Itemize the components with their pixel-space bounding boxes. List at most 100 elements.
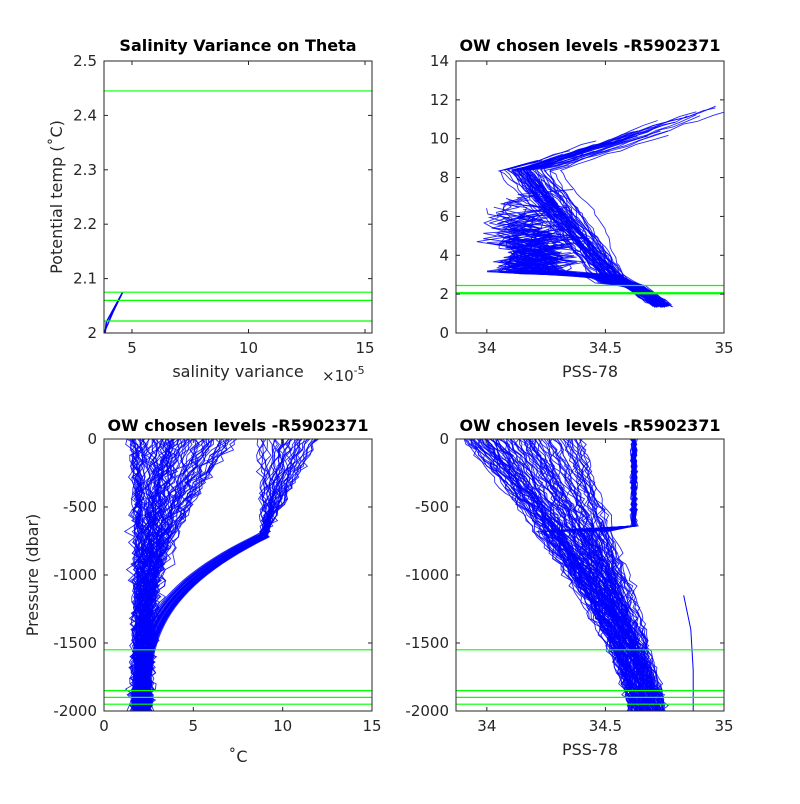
profile-line	[486, 438, 656, 712]
profile-line	[486, 208, 654, 307]
panel-1-variance-line	[103, 291, 124, 334]
panel-4-xtick-label: 35	[714, 717, 733, 735]
panel-4-xlabel: PSS-78	[562, 740, 618, 759]
panel-2-ytick-label: 4	[439, 246, 449, 264]
profile-line	[489, 438, 641, 712]
panel-2-xtick-label: 35	[714, 339, 733, 357]
panel-4-ytick-label: -1000	[405, 566, 449, 584]
profile-line	[145, 438, 278, 711]
panel-4-xtick-label: 34.5	[589, 717, 622, 735]
panel-3-series	[123, 438, 320, 712]
panel-3-title: OW chosen levels -R5902371	[107, 416, 368, 435]
panel-3-ytick-label: 0	[87, 430, 97, 448]
profile-line	[508, 251, 663, 308]
profile-line	[683, 595, 694, 711]
panel-1-ticks: 5 10 15 2 2.1 2.2 2.3 2.4 2.5	[73, 52, 374, 357]
panel-4-levels	[456, 649, 724, 705]
panel-3-xlabel: ˚C	[228, 747, 247, 766]
profile-line	[141, 438, 291, 711]
panel-2-levels	[456, 284, 724, 295]
profile-line	[485, 438, 638, 712]
panel-3-ticks: 0 5 10 15 -2000 -1500 -1000 -500 0	[53, 430, 381, 735]
panel-2-ytick-label: 8	[439, 169, 449, 187]
profile-line	[579, 438, 663, 712]
panel-3-levels	[104, 649, 372, 705]
profile-line	[537, 438, 662, 712]
profile-line	[139, 438, 310, 711]
panel-1-xtick-label: 10	[239, 339, 258, 357]
profile-line	[551, 438, 654, 712]
profile-line	[141, 438, 222, 712]
panel-4-ytick-label: -2000	[405, 702, 449, 720]
profile-line	[138, 438, 172, 712]
panel-pressure-salinity: OW chosen levels -R5902371 34 34.5 35 -2000…	[405, 416, 733, 759]
panel-4-ytick-label: 0	[439, 430, 449, 448]
panel-1-series	[103, 291, 124, 334]
panel-3-xtick-label: 5	[189, 717, 199, 735]
panel-3-xtick-label: 15	[362, 717, 381, 735]
panel-2-xlabel: PSS-78	[562, 362, 618, 381]
profile-line	[509, 438, 634, 711]
profile-line	[143, 438, 183, 712]
profile-line	[144, 438, 271, 711]
panel-2-xtick-label: 34	[477, 339, 496, 357]
panel-2-ytick-label: 14	[430, 52, 449, 70]
panel-3-ylabel: Pressure (dbar)	[23, 514, 42, 637]
panel-3-frame	[103, 438, 373, 712]
panel-theta-salinity: OW chosen levels -R5902371 34 34.5 35 0 2 4 6 8…	[430, 36, 734, 381]
panel-2-ytick-label: 10	[430, 130, 449, 148]
panel-1-ytick-label: 2.1	[73, 270, 97, 288]
panel-4-ytick-label: -1500	[405, 634, 449, 652]
panel-1-xexponent: ×10-5	[322, 364, 365, 385]
profile-line	[492, 438, 660, 712]
profile-line	[127, 438, 148, 712]
profile-line	[539, 153, 668, 307]
profile-line	[144, 438, 277, 711]
profile-line	[130, 438, 189, 712]
panel-1-ytick-label: 2.5	[73, 52, 97, 70]
profile-line	[528, 438, 638, 712]
panel-2-series	[476, 105, 725, 308]
panel-4-frame	[455, 438, 725, 712]
panel-1-frame	[103, 60, 373, 334]
profile-line	[540, 438, 653, 712]
panel-1-ytick-label: 2	[87, 324, 97, 342]
panel-2-ytick-label: 6	[439, 207, 449, 225]
profile-line	[146, 438, 284, 711]
profile-line	[496, 438, 650, 712]
profile-line	[470, 438, 640, 712]
panel-1-ytick-label: 2.3	[73, 161, 97, 179]
profile-line	[559, 438, 638, 712]
profile-line	[528, 130, 665, 306]
panel-3-ytick-label: -1000	[53, 566, 97, 584]
panel-1-title: Salinity Variance on Theta	[119, 36, 356, 55]
panel-1-ylabel: Potential temp (˚C)	[47, 120, 66, 274]
profile-line	[563, 438, 644, 712]
profile-line	[136, 438, 167, 712]
profile-line	[607, 438, 666, 712]
panel-1-ytick-label: 2.4	[73, 106, 97, 124]
panel-2-ytick-label: 2	[439, 285, 449, 303]
profile-line	[149, 438, 290, 711]
panel-4-series	[463, 438, 694, 712]
panel-1-ytick-label: 2.2	[73, 215, 97, 233]
profile-line	[135, 438, 214, 712]
panel-2-ytick-label: 12	[430, 91, 449, 109]
panel-3-ytick-label: -1500	[53, 634, 97, 652]
panel-3-xtick-label: 0	[99, 717, 109, 735]
profile-line	[549, 438, 649, 712]
profile-line	[517, 155, 657, 308]
panel-1-xlabel: salinity variance	[172, 362, 303, 381]
profile-line	[129, 438, 146, 712]
panel-2-ytick-label: 0	[439, 324, 449, 342]
profile-line	[497, 438, 653, 712]
panel-1-xtick-label: 15	[355, 339, 374, 357]
panel-pressure-temperature: OW chosen levels -R5902371 0 5 10 15 -2000 -1…	[23, 416, 382, 766]
panel-3-xtick-label: 10	[273, 717, 292, 735]
panel-4-xtick-label: 34	[477, 717, 496, 735]
panel-4-ytick-label: -500	[415, 498, 449, 516]
profile-line	[135, 438, 159, 712]
profile-line	[470, 438, 645, 712]
